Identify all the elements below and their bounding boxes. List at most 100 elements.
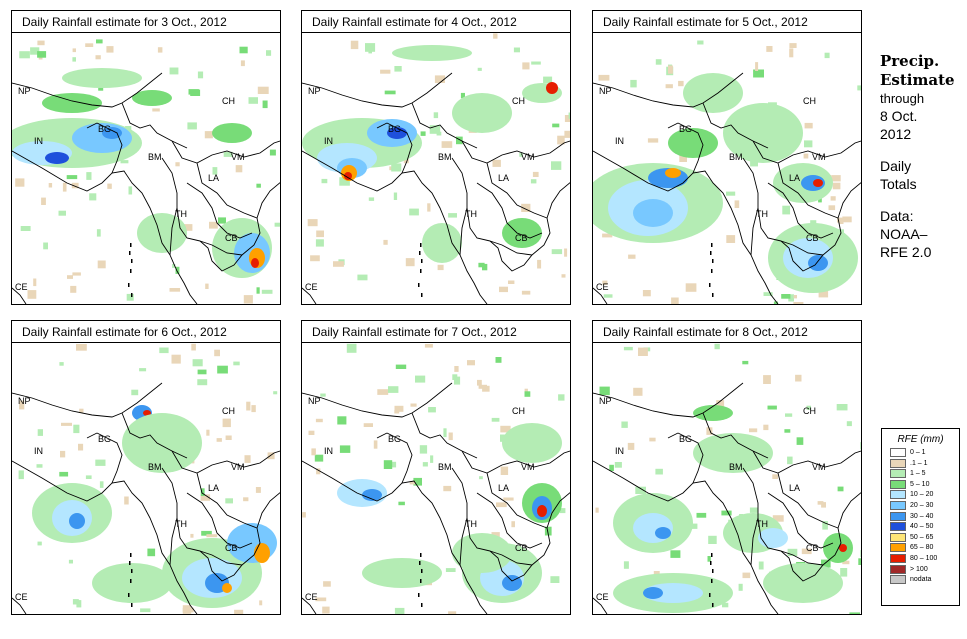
country-label-bm: BM: [729, 152, 743, 162]
rainfall-speckle: [782, 205, 791, 215]
country-label-np: NP: [599, 86, 612, 96]
island: [418, 593, 420, 597]
rainfall-speckle: [337, 416, 347, 425]
island: [710, 251, 712, 255]
rainfall-area: [362, 489, 382, 501]
rainfall-speckle: [200, 494, 211, 501]
legend-item: 5 – 10: [882, 479, 959, 490]
rainfall-speckle: [97, 260, 106, 269]
rainfall-speckle: [635, 486, 646, 494]
rainfall-speckle: [499, 286, 508, 293]
country-border: [461, 450, 570, 474]
country-border: [199, 492, 280, 582]
legend-label: 20 – 30: [910, 501, 934, 509]
legend-swatch: [890, 532, 906, 542]
rainfall-speckle: [240, 60, 245, 67]
rainfall-speckle: [246, 401, 251, 411]
rainfall-speckle: [126, 293, 134, 301]
rainfall-speckle: [742, 572, 751, 579]
country-label-cb: CB: [225, 543, 238, 553]
rainfall-speckle: [511, 521, 515, 528]
country-border: [12, 72, 163, 108]
rainfall-speckle: [679, 153, 687, 162]
island: [130, 243, 132, 247]
country-border: [489, 550, 533, 566]
rainfall-speckle: [860, 550, 861, 558]
country-label-ch: CH: [803, 96, 816, 106]
country-border: [777, 472, 839, 529]
rainfall-legend: RFE (mm) 0 – 1 .1 – 1 1 – 5 5 – 10 10 – 20 20…: [881, 428, 960, 606]
legend-item: nodata: [882, 574, 959, 585]
island: [420, 243, 422, 247]
rainfall-speckle: [750, 160, 758, 167]
rainfall-speckle: [60, 450, 66, 458]
rainfall-speckle: [598, 74, 610, 81]
country-border: [466, 517, 491, 552]
country-border: [593, 287, 608, 304]
rainfall-speckle: [772, 515, 784, 522]
rainfall-area: [813, 179, 823, 187]
rainfall-speckle: [256, 183, 261, 188]
rainfall-speckle: [357, 274, 368, 281]
rainfall-speckle: [223, 151, 233, 157]
rainfall-speckle: [59, 362, 64, 366]
rainfall-speckle: [787, 548, 798, 556]
rainfall-speckle: [15, 178, 25, 187]
rainfall-speckle: [33, 278, 37, 287]
rainfall-area: [62, 68, 142, 88]
rainfall-area: [254, 543, 270, 563]
country-border: [486, 472, 548, 529]
country-border: [376, 432, 388, 439]
rainfall-speckle: [524, 391, 531, 397]
rainfall-speckle: [308, 430, 315, 435]
rainfall-speckle: [131, 389, 139, 396]
country-border: [199, 182, 280, 272]
country-label-bm: BM: [438, 152, 452, 162]
rainfall-speckle: [58, 210, 66, 216]
country-border: [196, 162, 258, 219]
rainfall-speckle: [842, 560, 850, 565]
rainfall-speckle: [20, 226, 31, 231]
legend-item: 0 – 1: [882, 447, 959, 458]
country-border: [302, 72, 453, 108]
rainfall-speckle: [550, 576, 560, 583]
rainfall-speckle: [30, 47, 40, 55]
rainfall-speckle: [66, 175, 78, 180]
rainfall-area: [452, 533, 512, 573]
country-label-ce: CE: [305, 592, 318, 602]
rainfall-speckle: [671, 297, 679, 304]
rainfall-speckle: [818, 290, 829, 298]
rainfall-speckle: [460, 92, 465, 99]
island: [711, 243, 713, 247]
rainfall-speckle: [857, 85, 861, 91]
country-border: [96, 432, 123, 484]
legend-label: 5 – 10: [910, 480, 930, 488]
legend-label: 50 – 65: [910, 533, 934, 541]
rainfall-speckle: [365, 43, 376, 52]
island: [709, 593, 711, 597]
country-border: [171, 450, 280, 474]
rainfall-speckle: [225, 435, 232, 440]
rainfall-speckle: [840, 568, 848, 577]
rainfall-map: NP IN BG BM CH VM LA TH CB CE: [593, 343, 861, 614]
product-description: Precip. Estimate through 8 Oct. 2012 Dai…: [880, 52, 966, 261]
rainfall-speckle: [448, 432, 453, 441]
rainfall-speckle: [333, 261, 344, 267]
rainfall-speckle: [314, 454, 324, 462]
rainfall-speckle: [649, 437, 656, 442]
rainfall-speckle: [27, 290, 37, 299]
legend-item: 65 – 80: [882, 542, 959, 553]
rainfall-area: [723, 103, 803, 163]
rainfall-area: [808, 255, 828, 271]
rainfall-speckle: [259, 600, 263, 606]
rainfall-speckle: [315, 239, 324, 247]
country-border: [451, 157, 468, 256]
rainfall-speckle: [789, 43, 797, 48]
country-label-vm: VM: [812, 152, 826, 162]
rainfall-map-canvas: [302, 33, 570, 304]
country-border: [466, 207, 491, 242]
country-label-th: TH: [465, 519, 477, 529]
country-border: [386, 432, 413, 484]
country-label-th: TH: [175, 209, 187, 219]
rainfall-speckle: [269, 149, 276, 156]
